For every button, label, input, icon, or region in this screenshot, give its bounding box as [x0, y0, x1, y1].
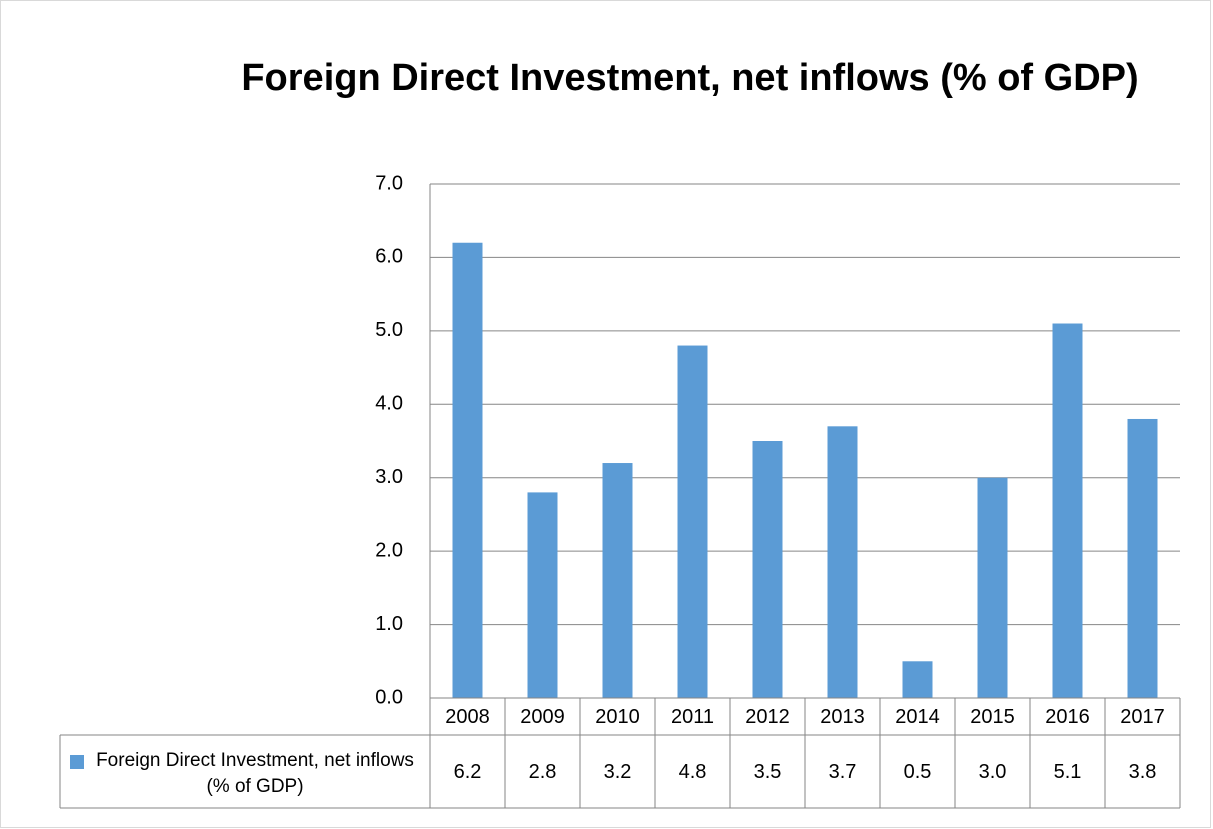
- data-table-value: 3.2: [604, 761, 632, 783]
- x-tick-label: 2008: [445, 706, 490, 728]
- data-table-value: 5.1: [1054, 761, 1082, 783]
- y-tick-label: 0.0: [375, 686, 403, 708]
- bar: [452, 242, 483, 698]
- legend-key: [70, 755, 84, 769]
- chart-title: Foreign Direct Investment, net inflows (…: [241, 57, 1139, 99]
- x-tick-label: 2013: [820, 706, 865, 728]
- bar: [1052, 323, 1083, 698]
- bar: [1127, 418, 1158, 698]
- data-table-value: 3.0: [979, 761, 1007, 783]
- x-tick-label: 2017: [1120, 706, 1165, 728]
- bar: [752, 441, 783, 698]
- x-tick-label: 2015: [970, 706, 1015, 728]
- x-tick-label: 2009: [520, 706, 565, 728]
- data-table-value: 4.8: [679, 761, 707, 783]
- legend-label: Foreign Direct Investment, net inflows (…: [96, 750, 414, 797]
- x-tick-label: 2012: [745, 706, 790, 728]
- y-tick-label: 4.0: [375, 393, 403, 415]
- bar: [527, 492, 558, 698]
- data-table-value: 0.5: [904, 761, 932, 783]
- y-tick-label: 6.0: [375, 246, 403, 268]
- x-tick-label: 2010: [595, 706, 640, 728]
- bar: [827, 426, 858, 698]
- data-table-value: 6.2: [454, 761, 482, 783]
- y-tick-label: 2.0: [375, 539, 403, 561]
- x-tick-label: 2011: [671, 706, 714, 728]
- data-table-value: 3.5: [754, 761, 782, 783]
- y-tick-label: 7.0: [375, 172, 403, 194]
- bar: [677, 345, 708, 698]
- bar: [977, 477, 1008, 698]
- data-table-value: 3.8: [1129, 761, 1157, 783]
- y-tick-label: 1.0: [375, 613, 403, 635]
- x-tick-label: 2016: [1045, 706, 1090, 728]
- y-tick-label: 3.0: [375, 466, 403, 488]
- data-table-value: 3.7: [829, 761, 857, 783]
- y-tick-label: 5.0: [375, 319, 403, 341]
- bar: [902, 661, 933, 698]
- bar: [602, 463, 633, 698]
- data-table-value: 2.8: [529, 761, 557, 783]
- x-tick-label: 2014: [895, 706, 940, 728]
